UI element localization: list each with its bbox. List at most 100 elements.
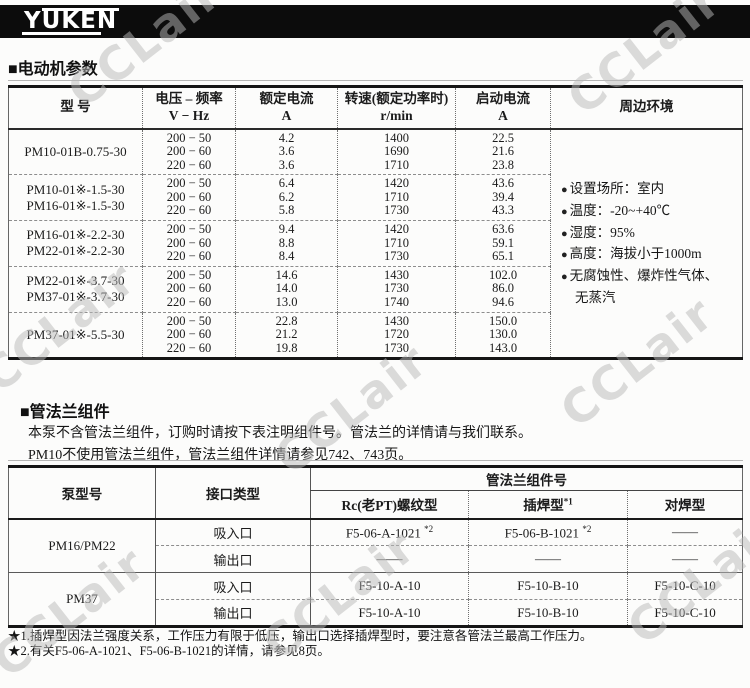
rated-value: 14.6 — [275, 267, 298, 282]
footnote-2: ★2.有关F5-06-A-1021、F5-06-B-1021的详情，请参见8页。 — [8, 644, 330, 658]
socket-part-cell: F5-10-B-10 — [468, 572, 628, 600]
voltage-cell: 200 − 50 200 − 60 220 − 60 — [142, 220, 236, 267]
butt-part-cell: F5-10-C-10 — [626, 572, 743, 600]
model-name: PM16-01※-2.2-30 — [26, 227, 125, 243]
start-value: 102.0 — [488, 267, 518, 282]
part-number: —— — [672, 524, 698, 540]
part-number: —— — [672, 551, 698, 566]
rule-line — [8, 460, 744, 461]
footnote-marker: *2 — [424, 523, 434, 534]
voltage-value: 220 − 60 — [166, 249, 212, 264]
voltage-cell: 200 − 50 200 − 60 220 − 60 — [142, 174, 236, 221]
part-number: F5-10-B-10 — [517, 604, 579, 620]
screw-part-cell: —— — [310, 545, 469, 573]
model-name: PM10-01※-1.5-30 — [26, 181, 125, 197]
socket-part-cell: F5-06-B-1021 *2 — [468, 518, 628, 546]
intro-line: PM10不使用管法兰组件，管法兰组件详情请参见742、743页。 — [28, 448, 413, 463]
start-value: 130.0 — [488, 327, 518, 342]
env-item: ● 湿度：95% — [561, 222, 738, 244]
col-header-voltage-line2: V − Hz — [168, 107, 210, 123]
start-current-cell: 22.5 21.6 23.8 — [455, 128, 551, 175]
speed-value: 1430 — [384, 267, 409, 282]
socket-part-cell: —— — [468, 545, 628, 573]
voltage-cell: 200 − 50 200 − 60 220 − 60 — [142, 265, 236, 313]
start-value: 65.1 — [492, 249, 514, 264]
part-number: —— — [376, 551, 403, 566]
rated-current-cell: 6.4 6.2 5.8 — [235, 174, 338, 221]
col-header-start-current: 启动电流 A — [455, 86, 551, 130]
env-text: 无蒸汽 — [575, 290, 616, 306]
env-item: ● 设置场所：室内 — [561, 178, 738, 200]
model-cell: PM10-01※-1.5-30 PM16-01※-1.5-30 — [8, 174, 143, 221]
socket-part-cell: F5-10-B-10 — [468, 599, 628, 627]
table-row: PM10-01B-0.75-30 200 − 50 200 − 60 220 −… — [9, 128, 743, 359]
rated-value: 8.4 — [278, 249, 295, 264]
butt-part-cell: —— — [626, 518, 743, 546]
table-row: PM37 吸入口 F5-10-A-10 F5-10-B-10 F5-10-C-1… — [8, 572, 743, 627]
speed-value: 1400 — [384, 130, 409, 145]
rated-current-cell: 4.2 3.6 3.6 — [235, 128, 338, 175]
speed-cell: 1430 1720 1730 — [337, 311, 456, 359]
start-current-cell: 102.0 86.0 94.6 — [455, 265, 551, 313]
col-header-speed-line1: 转速(额定功率时) — [344, 90, 449, 106]
col-header-rated-current: 额定电流 A — [235, 86, 338, 130]
col-header-flange-group: 管法兰组件号 — [309, 466, 743, 491]
env-text: 高度：海拔小于1000m — [569, 246, 702, 262]
col-header-port-type: 接口类型 — [155, 466, 311, 519]
model-cell: PM37-01※-5.5-30 — [8, 311, 143, 359]
speed-value: 1710 — [384, 157, 409, 172]
model-name: PM22-01※-3.7-30 — [26, 273, 125, 289]
voltage-cell: 200 − 50 200 − 60 220 − 60 — [142, 128, 236, 175]
rated-current-cell: 9.4 8.8 8.4 — [235, 220, 338, 267]
col-header-model: 型 号 — [8, 86, 143, 130]
voltage-value: 200 − 60 — [166, 281, 212, 296]
table-row: PM16-01※-2.2-30 PM22-01※-2.2-30 200 − 50… — [8, 220, 743, 267]
start-value: 86.0 — [492, 281, 514, 296]
bullet-icon: ● — [561, 183, 568, 196]
screw-part-cell: F5-10-A-10 — [310, 572, 469, 600]
env-item: ● 温度：-20~+40℃ — [561, 200, 738, 222]
rated-value: 13.0 — [275, 295, 298, 310]
section-title-pipe-flange: ■管法兰组件 — [20, 404, 110, 421]
voltage-value: 200 − 60 — [166, 189, 212, 204]
port-type-cell: 输出口 — [155, 599, 311, 627]
footnote-1: ★1.插焊型因法兰强度关系，工作压力有限于低压，输出口选择插焊型时，要注意各管法… — [8, 629, 593, 643]
col-header-speed-line2: r/min — [380, 107, 413, 123]
voltage-value: 200 − 50 — [166, 267, 212, 282]
header-bar: YUKEN — [0, 5, 750, 38]
start-value: 39.4 — [492, 189, 514, 204]
speed-cell: 1420 1710 1730 — [337, 220, 456, 267]
start-value: 22.5 — [492, 130, 514, 145]
model-cell: PM22-01※-3.7-30 PM37-01※-3.7-30 — [8, 265, 143, 313]
voltage-value: 200 − 60 — [166, 235, 212, 250]
flange-table: 泵型号 接口类型 管法兰组件号 Rc(老PT)螺纹型 插焊型*1 对焊型 PM1… — [8, 465, 744, 628]
model-name: PM37-01※-5.5-30 — [26, 327, 125, 343]
model-name: PM22-01※-2.2-30 — [26, 243, 125, 259]
table-row: PM37-01※-5.5-30 200 − 50 200 − 60 220 − … — [8, 311, 743, 359]
part-number: F5-10-A-10 — [358, 578, 421, 593]
model-name: PM37-01※-3.7-30 — [26, 289, 125, 305]
col-header-speed: 转速(额定功率时) r/min — [337, 86, 456, 130]
model-cell: PM16-01※-2.2-30 PM22-01※-2.2-30 — [8, 220, 143, 267]
env-item-wrap: 无蒸汽 — [561, 287, 738, 309]
col-header-environment: 周边环境 — [550, 86, 743, 130]
table-row: 输出口 F5-10-A-10 F5-10-B-10 F5-10-C-10 — [9, 599, 743, 627]
col-header-rated-line1: 额定电流 — [259, 90, 314, 106]
rated-current-cell: 14.6 14.0 13.0 — [235, 265, 338, 313]
flange-header-row-2: Rc(老PT)螺纹型 插焊型*1 对焊型 — [9, 490, 743, 519]
intro-line: 本泵不含管法兰组件，订购时请按下表注明组件号。管法兰的详情请与我们联系。 — [28, 426, 532, 441]
voltage-value: 220 − 60 — [166, 157, 212, 172]
start-value: 59.1 — [492, 235, 514, 250]
start-value: 21.6 — [492, 144, 514, 159]
screw-part-cell: F5-06-A-1021 *2 — [310, 518, 469, 546]
pipe-flange-intro: 本泵不含管法兰组件，订购时请按下表注明组件号。管法兰的详情请与我们联系。 PM1… — [28, 423, 532, 467]
env-text: 无腐蚀性、爆炸性气体、 — [569, 268, 719, 284]
rated-value: 4.2 — [278, 130, 295, 145]
col-header-voltage-line1: 电压 – 频率 — [155, 90, 223, 106]
model-cell: PM10-01B-0.75-30 — [9, 129, 143, 175]
footnote-marker: *2 — [582, 523, 592, 534]
voltage-value: 200 − 50 — [166, 176, 212, 191]
table-row: PM10-01※-1.5-30 PM16-01※-1.5-30 200 − 50… — [8, 174, 743, 221]
bullet-icon: ● — [561, 205, 568, 218]
footnotes: ★1.插焊型因法兰强度关系，工作压力有限于低压，输出口选择插焊型时，要注意各管法… — [8, 629, 592, 659]
